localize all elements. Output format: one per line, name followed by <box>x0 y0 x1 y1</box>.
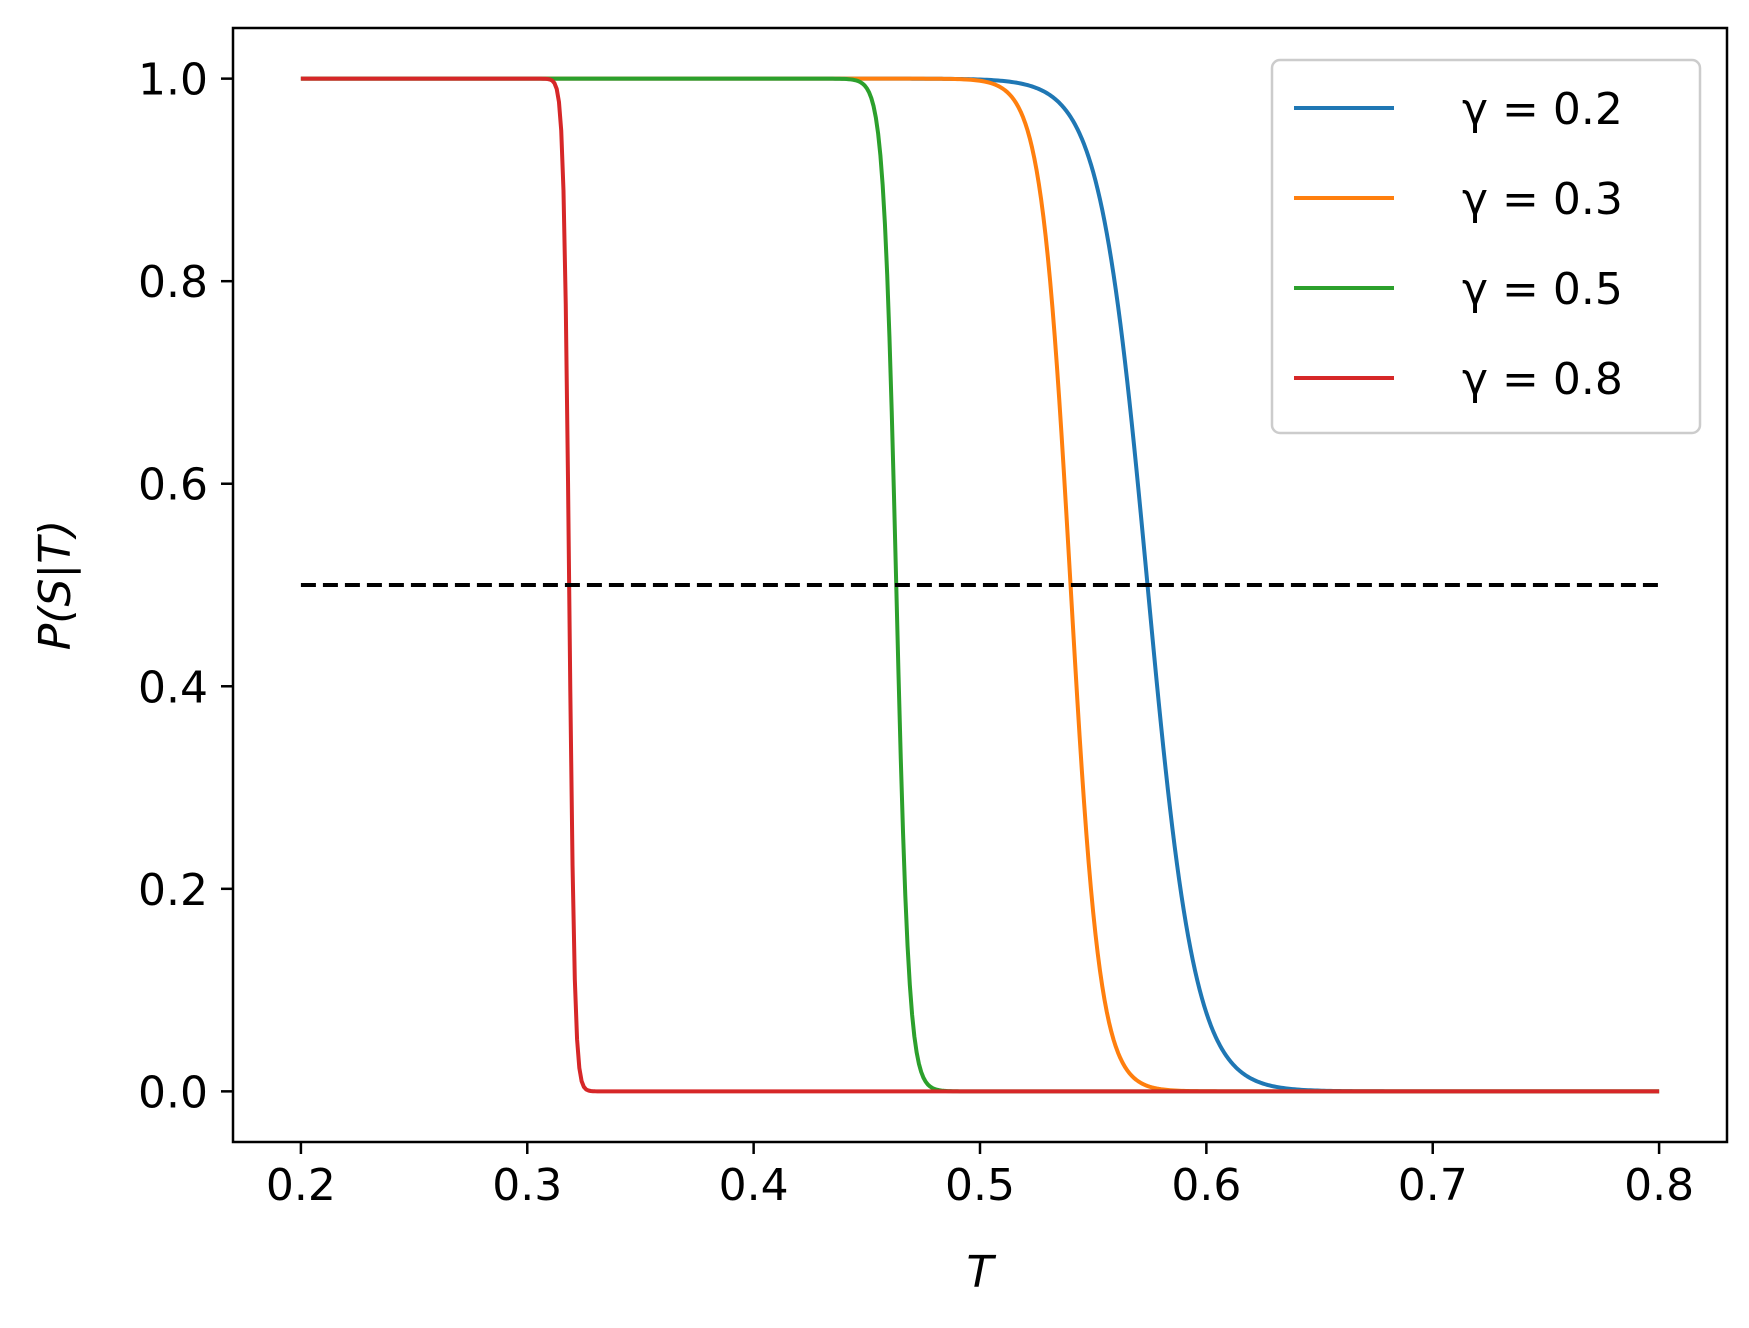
x-axis: 0.2 0.3 0.4 0.5 0.6 0.7 0.8 <box>266 1142 1694 1211</box>
legend-box <box>1270 58 1702 435</box>
y-tick-label: 0.8 <box>138 257 208 308</box>
x-tick-label: 0.3 <box>492 1160 562 1211</box>
x-axis-label: T <box>967 1247 997 1298</box>
x-tick-label: 0.7 <box>1398 1160 1468 1211</box>
x-tick-label: 0.4 <box>719 1160 789 1211</box>
series-layer <box>300 76 1660 1094</box>
legend: γ = 0.2 γ = 0.3 γ = 0.5 γ = 0.8 <box>1270 58 1702 435</box>
x-tick-label: 0.2 <box>266 1160 336 1211</box>
x-tick-label: 0.6 <box>1171 1160 1241 1211</box>
y-axis: 0.0 0.2 0.4 0.6 0.8 1.0 <box>138 55 233 1118</box>
legend-label-0: γ = 0.2 <box>1462 84 1623 135</box>
legend-label-3: γ = 0.8 <box>1462 354 1623 405</box>
legend-label-2: γ = 0.5 <box>1462 264 1623 315</box>
x-tick-label: 0.5 <box>945 1160 1015 1211</box>
y-tick-label: 1.0 <box>138 55 208 106</box>
legend-label-1: γ = 0.3 <box>1462 174 1623 225</box>
y-tick-label: 0.2 <box>138 865 208 916</box>
y-tick-label: 0.4 <box>138 662 208 713</box>
series-line-3 <box>300 76 1660 1094</box>
y-tick-label: 0.0 <box>138 1067 208 1118</box>
y-axis-label: P(S|T) <box>30 520 81 651</box>
x-tick-label: 0.8 <box>1624 1160 1694 1211</box>
y-tick-label: 0.6 <box>138 460 208 511</box>
